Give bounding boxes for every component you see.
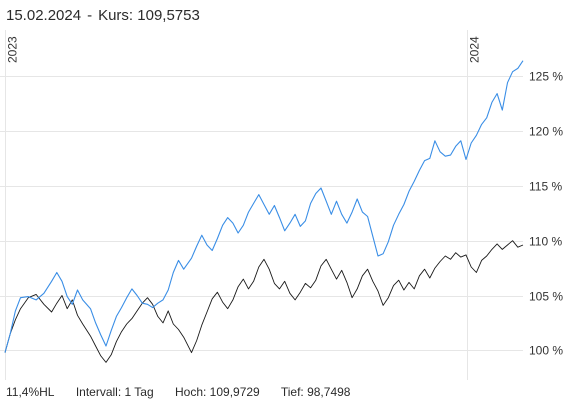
footer-low: Tief: 98,7498 [280, 385, 351, 399]
y-tick-label: 115 % [529, 180, 562, 194]
chart-header: 15.02.2024- Kurs: 109,5753 [6, 7, 200, 24]
year-label: 2024 [468, 36, 482, 63]
header-date: 15.02.2024 [6, 7, 82, 24]
y-tick-label: 105 % [529, 290, 563, 304]
footer-range: 11,4%HL [6, 385, 55, 399]
footer-high: Hoch: 109,9729 [175, 385, 260, 399]
main-series-line [4, 240, 524, 363]
footer-interval: Intervall: 1 Tag [75, 385, 154, 399]
y-tick-label: 125 % [529, 70, 563, 84]
header-price: Kurs: 109,5753 [98, 7, 200, 24]
y-tick-label: 100 % [529, 344, 563, 358]
y-tick-label: 120 % [529, 125, 563, 139]
y-tick-label: 110 % [529, 235, 562, 249]
chart-footer: 11,4%HL Intervall: 1 Tag Hoch: 109,9729 … [6, 385, 368, 399]
compare-series-line [4, 60, 524, 353]
year-label: 2023 [6, 36, 20, 63]
header-separator: - [87, 7, 93, 24]
